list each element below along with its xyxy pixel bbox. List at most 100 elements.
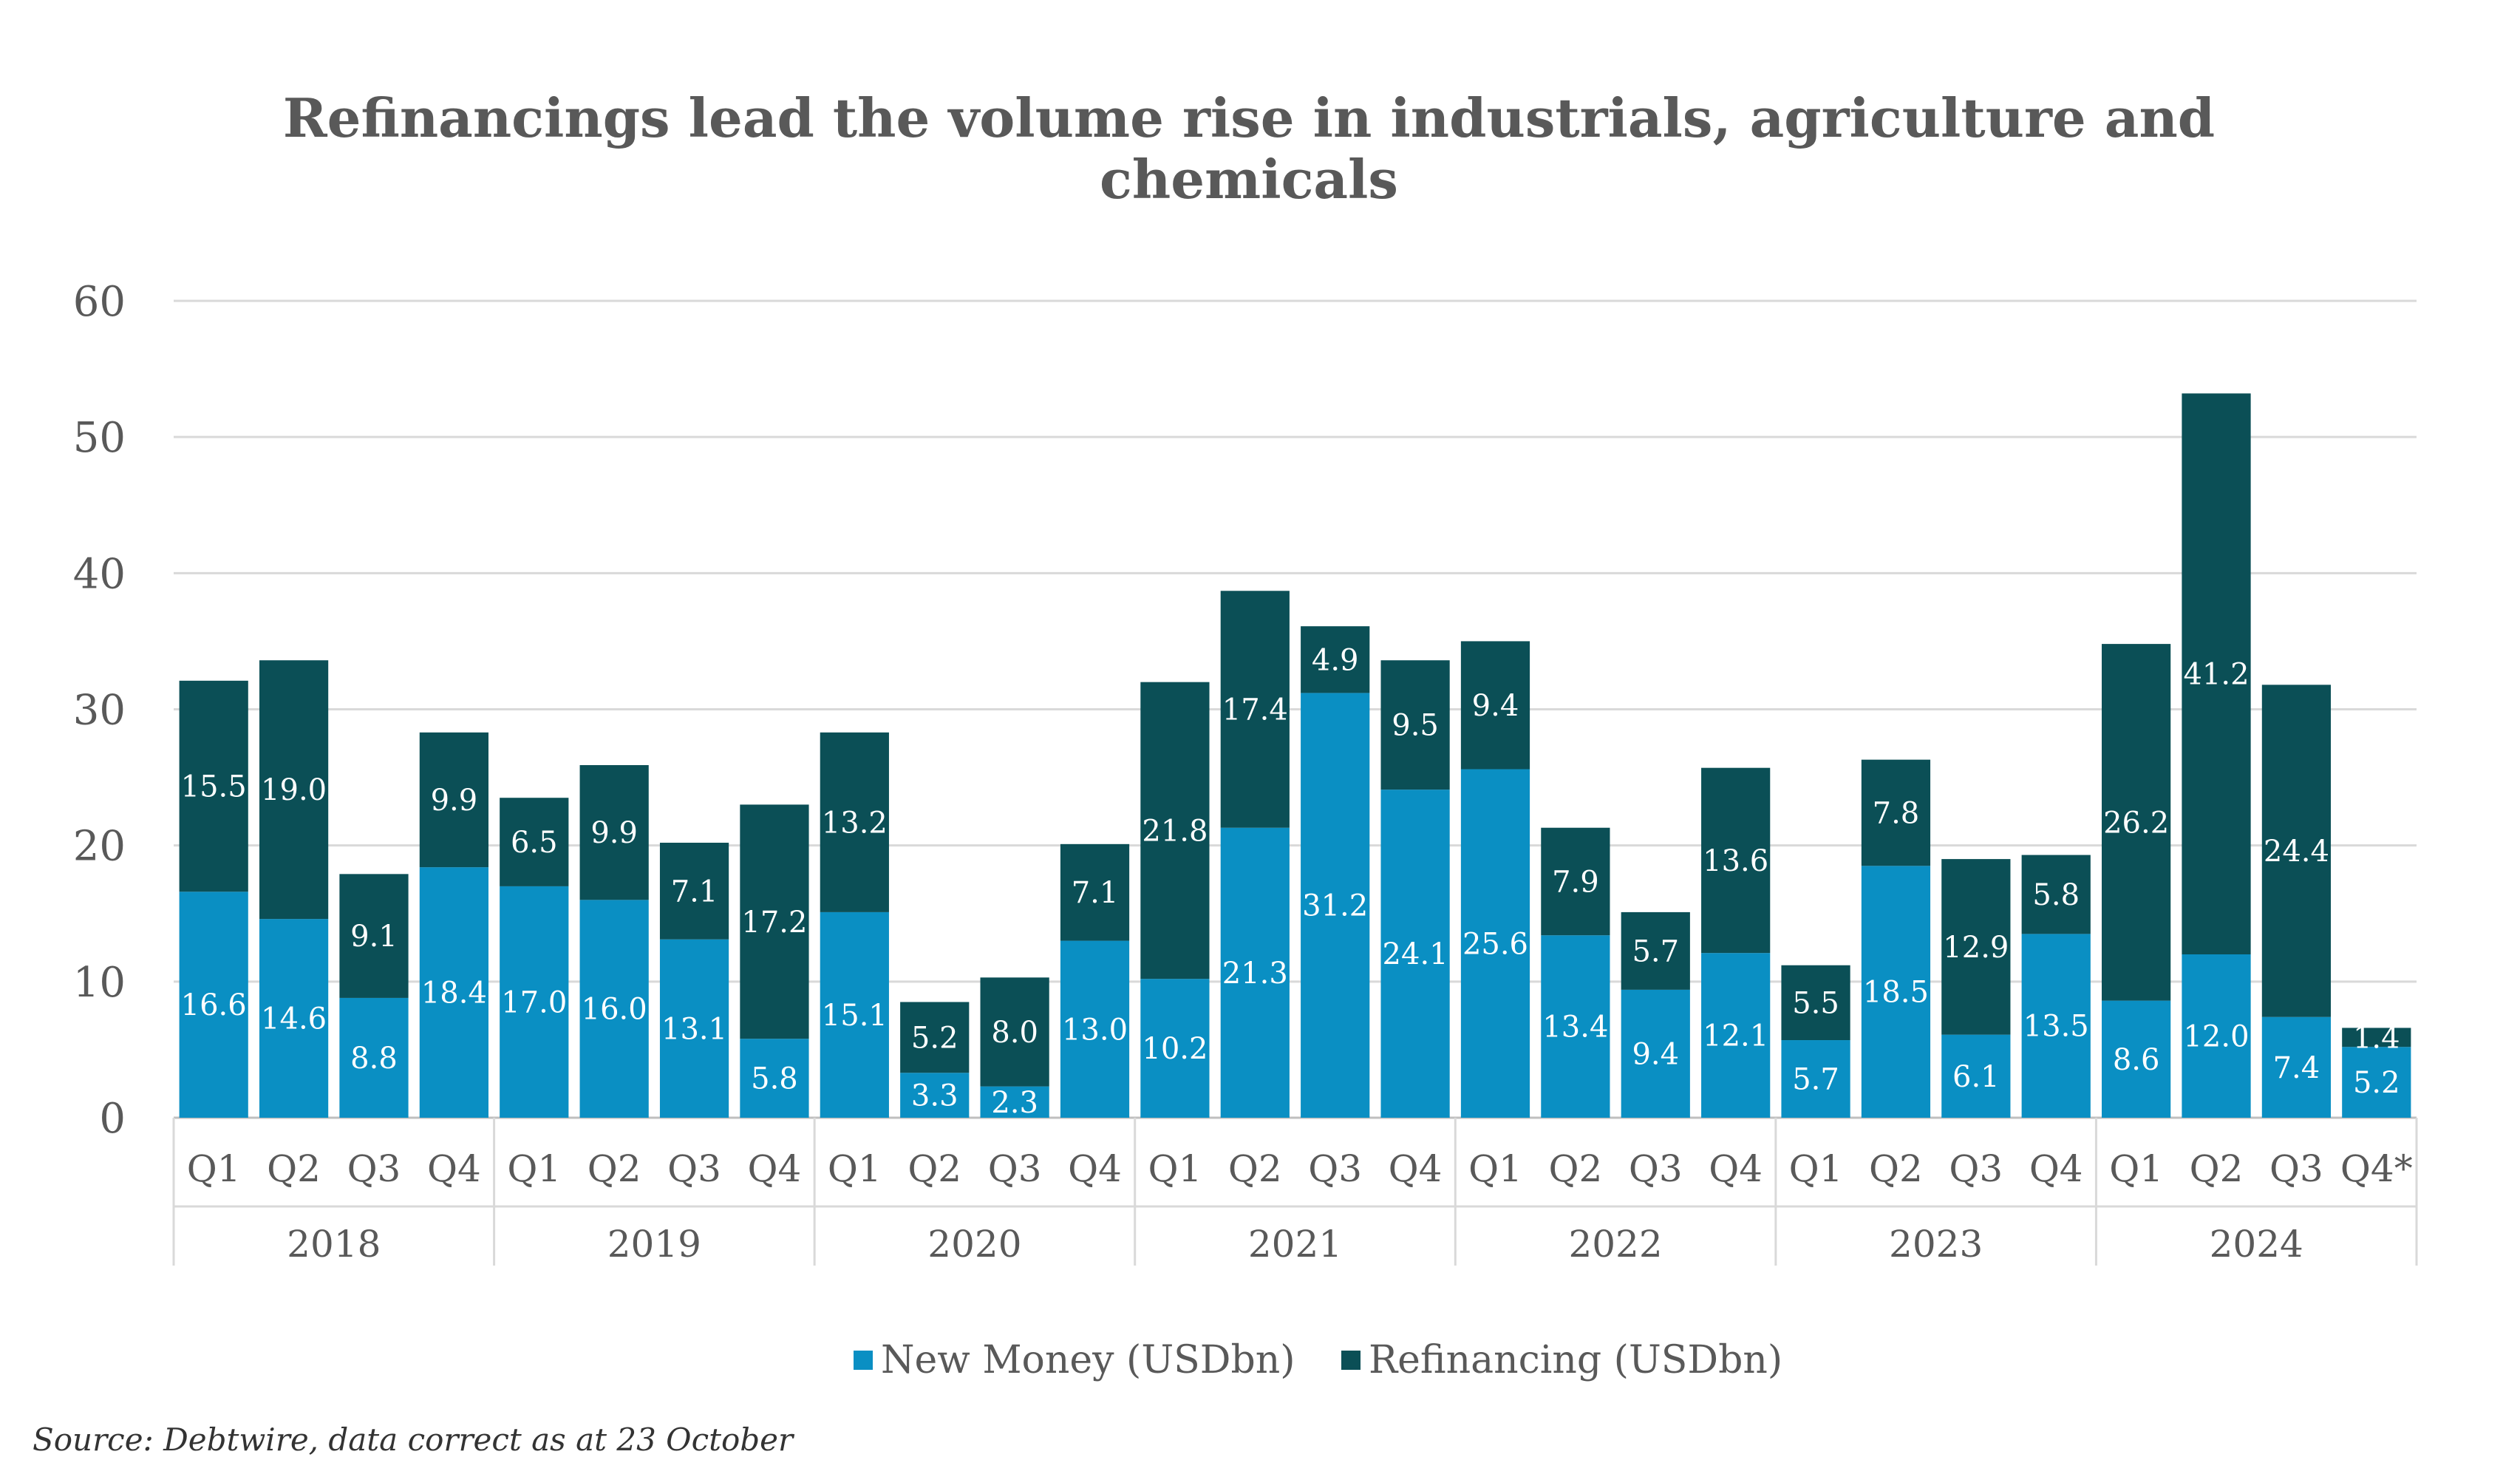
y-tick-label: 10 — [73, 959, 126, 1007]
bar-refinancing — [740, 804, 809, 1039]
data-label-new-money: 2.3 — [991, 1086, 1038, 1120]
bar-refinancing — [2261, 685, 2332, 1017]
x-tick-label: Q3 — [667, 1147, 721, 1190]
x-tick-label: Q1 — [507, 1147, 561, 1190]
bar-new-money — [2261, 1016, 2332, 1118]
data-label-new-money: 13.0 — [1062, 1013, 1128, 1047]
y-tick-label: 30 — [73, 687, 126, 735]
bar-new-money — [1861, 866, 1931, 1118]
bar-refinancing — [1781, 965, 1850, 1041]
bars — [179, 393, 2411, 1118]
bar-refinancing — [579, 765, 649, 900]
data-label-new-money: 16.0 — [582, 993, 647, 1027]
bar-refinancing — [2021, 855, 2091, 934]
year-label: 2018 — [287, 1223, 381, 1266]
data-label-new-money: 24.1 — [1383, 937, 1448, 971]
bar-refinancing — [1861, 759, 1931, 866]
bar-new-money — [1140, 979, 1210, 1118]
x-tick-label: Q4 — [1389, 1147, 1443, 1190]
x-tick-label: Q1 — [187, 1147, 241, 1190]
data-label-new-money: 18.5 — [1863, 976, 1929, 1010]
data-label-new-money: 16.6 — [181, 988, 247, 1022]
bar-new-money — [2021, 934, 2091, 1118]
year-label: 2019 — [607, 1223, 701, 1266]
x-tick-label: Q3 — [347, 1147, 401, 1190]
x-tick-label: Q1 — [1148, 1147, 1202, 1190]
data-label-refinancing: 7.8 — [1873, 796, 1920, 830]
x-tick-label: Q4* — [2340, 1147, 2413, 1190]
year-label: 2022 — [1568, 1223, 1662, 1266]
x-tick-label: Q2 — [1548, 1147, 1602, 1190]
data-label-new-money: 14.6 — [261, 1002, 327, 1036]
x-tick-label: Q1 — [828, 1147, 882, 1190]
data-label-refinancing: 5.8 — [2032, 878, 2080, 912]
legend-swatch-new-money — [854, 1351, 873, 1370]
bar-refinancing — [980, 977, 1049, 1087]
bar-new-money — [1220, 827, 1290, 1118]
bar-new-money — [1941, 1034, 2011, 1118]
bar-new-money — [1621, 989, 1690, 1118]
x-tick-label: Q4 — [1709, 1147, 1763, 1190]
data-label-refinancing: 15.5 — [181, 770, 247, 804]
data-label-refinancing: 9.1 — [350, 920, 398, 954]
data-labels: 16.6 15.5 14.6 19.0 8.8 9.1 18.4 9.9 17.0 6.5 16.0… — [181, 643, 2400, 1120]
data-label-refinancing: 7.1 — [1072, 876, 1119, 910]
bar-new-money — [659, 939, 729, 1118]
data-label-refinancing: 41.2 — [2183, 658, 2249, 692]
data-label-refinancing: 7.9 — [1552, 865, 1599, 899]
x-tick-label: Q2 — [588, 1147, 641, 1190]
legend-label-refinancing: Refinancing (USDbn) — [1369, 1338, 1782, 1382]
data-label-new-money: 5.8 — [751, 1062, 798, 1096]
bar-refinancing — [1220, 591, 1290, 828]
bar-new-money — [1541, 935, 1610, 1118]
data-label-new-money: 5.2 — [2353, 1066, 2400, 1100]
bar-refinancing — [339, 874, 409, 998]
chart-title-line-2: chemicals — [1100, 148, 1398, 211]
bar-new-money — [259, 919, 329, 1118]
bar-refinancing — [2342, 1028, 2411, 1048]
x-tick-label: Q2 — [2190, 1147, 2244, 1190]
x-tick-label: Q3 — [988, 1147, 1042, 1190]
bar-new-money — [1460, 769, 1530, 1118]
data-label-new-money: 15.1 — [822, 999, 888, 1033]
bar-refinancing — [500, 798, 569, 886]
bar-new-money — [179, 892, 248, 1118]
data-label-refinancing: 9.4 — [1472, 689, 1519, 723]
data-label-refinancing: 13.2 — [822, 806, 888, 840]
bar-refinancing — [1541, 827, 1610, 936]
bar-new-money — [1781, 1040, 1850, 1118]
data-label-new-money: 13.5 — [2023, 1010, 2089, 1044]
data-label-new-money: 3.3 — [911, 1079, 958, 1113]
data-label-refinancing: 8.0 — [991, 1016, 1038, 1050]
data-label-refinancing: 21.8 — [1142, 814, 1208, 848]
data-label-new-money: 13.4 — [1542, 1011, 1608, 1045]
y-tick-label: 0 — [99, 1095, 126, 1143]
data-label-refinancing: 4.9 — [1312, 643, 1359, 677]
data-label-refinancing: 26.2 — [2103, 806, 2169, 840]
data-label-refinancing: 9.5 — [1392, 709, 1439, 743]
data-label-refinancing: 17.2 — [741, 906, 807, 940]
data-label-refinancing: 12.9 — [1943, 931, 2009, 965]
x-tick-label: Q1 — [2109, 1147, 2163, 1190]
bar-new-money — [339, 997, 409, 1118]
data-label-new-money: 13.1 — [661, 1012, 727, 1046]
data-label-refinancing: 9.9 — [590, 816, 638, 850]
x-tick-label: Q2 — [267, 1147, 321, 1190]
bar-refinancing — [259, 660, 329, 920]
data-label-refinancing: 19.0 — [261, 773, 327, 807]
bar-new-money — [500, 886, 569, 1118]
x-tick-label: Q3 — [1629, 1147, 1683, 1190]
data-label-new-money: 31.2 — [1302, 889, 1368, 923]
data-label-refinancing: 17.4 — [1222, 693, 1288, 727]
data-label-refinancing: 13.6 — [1703, 844, 1768, 878]
year-label: 2021 — [1248, 1223, 1342, 1266]
bar-refinancing — [1701, 767, 1771, 954]
data-label-refinancing: 24.4 — [2264, 835, 2329, 869]
bar-refinancing — [1060, 843, 1130, 941]
bar-new-money — [740, 1039, 809, 1118]
bar-refinancing — [1621, 911, 1690, 990]
data-label-new-money: 18.4 — [421, 977, 487, 1011]
x-tick-label: Q4 — [2029, 1147, 2083, 1190]
x-tick-label: Q1 — [1789, 1147, 1843, 1190]
bar-refinancing — [900, 1002, 970, 1073]
